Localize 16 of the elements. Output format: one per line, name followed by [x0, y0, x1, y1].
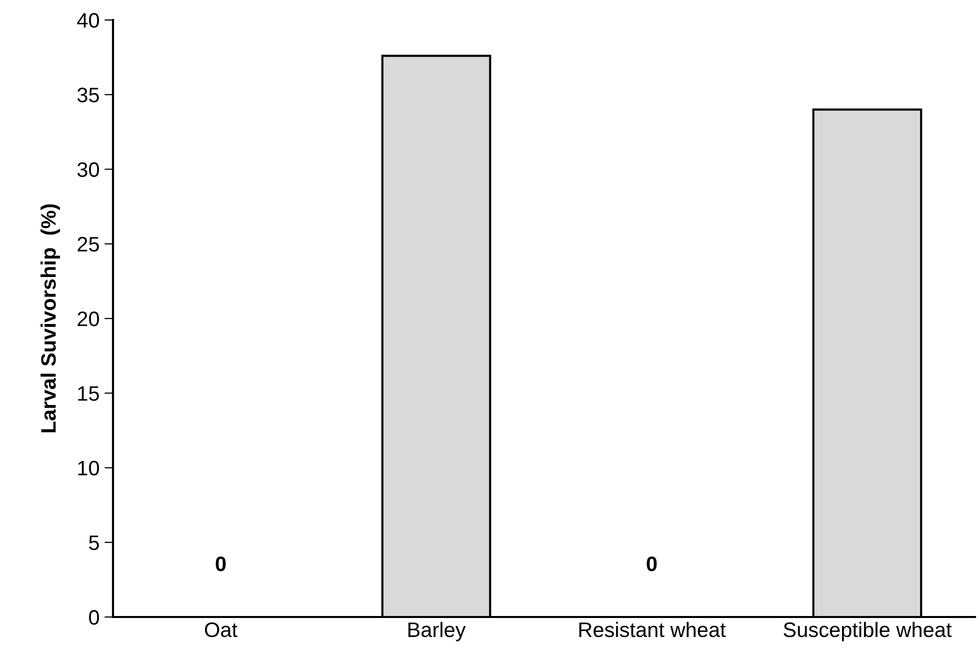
- y-axis-title: Larval Suvivorship (%): [40, 204, 60, 432]
- y-tick-label: 35: [77, 88, 99, 102]
- y-tick-label: 0: [89, 610, 99, 625]
- y-tick-label: 15: [78, 386, 99, 401]
- y-tick-label: 10: [78, 460, 99, 476]
- x-tick-label: Barley: [408, 622, 466, 642]
- y-tick-label: 25: [78, 236, 99, 252]
- x-tick-label: Susceptible wheat: [784, 622, 952, 642]
- x-tick-label: Resistant wheat: [579, 622, 726, 638]
- x-tick-label: Oat: [204, 622, 238, 638]
- y-tick-label: 30: [77, 162, 99, 178]
- y-tick-label: 5: [89, 536, 99, 550]
- data-label: 0: [216, 556, 226, 572]
- data-label: 0: [646, 556, 657, 572]
- y-tick-label: 20: [78, 312, 99, 326]
- y-tick-label: 40: [77, 13, 99, 28]
